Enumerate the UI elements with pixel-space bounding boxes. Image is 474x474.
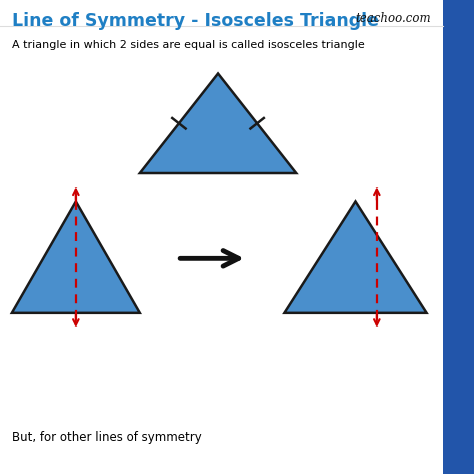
Text: A triangle in which 2 sides are equal is called isosceles triangle: A triangle in which 2 sides are equal is… xyxy=(12,40,365,50)
Bar xyxy=(443,0,474,474)
Text: Line of Symmetry - Isosceles Triangle: Line of Symmetry - Isosceles Triangle xyxy=(12,12,379,30)
Polygon shape xyxy=(140,73,296,173)
Polygon shape xyxy=(12,201,140,313)
Polygon shape xyxy=(284,201,427,313)
Text: But, for other lines of symmetry: But, for other lines of symmetry xyxy=(12,431,201,444)
Text: teachoo.com: teachoo.com xyxy=(356,12,431,25)
